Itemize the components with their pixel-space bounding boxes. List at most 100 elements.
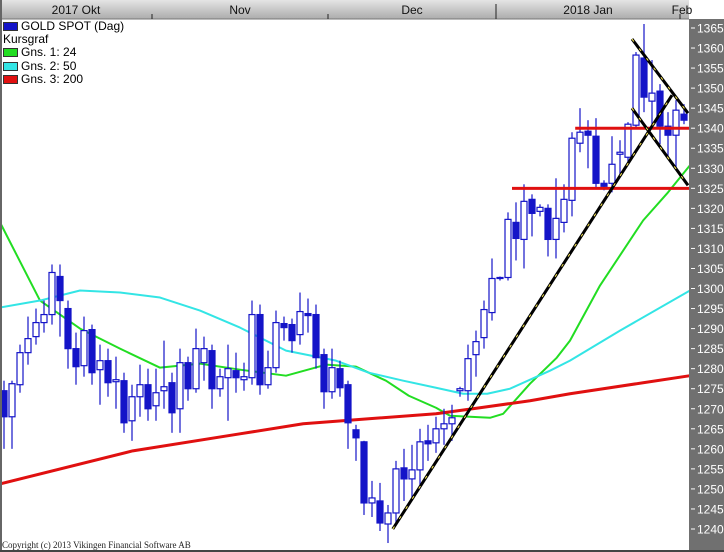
candle-body-up: [272, 321, 280, 369]
candle: [248, 300, 256, 385]
y-tick-label: 1240: [697, 523, 724, 537]
ma-200-line: [0, 374, 691, 486]
candle-body-up: [8, 383, 16, 418]
candle: [464, 344, 472, 401]
candle: [232, 352, 240, 393]
candle: [616, 140, 624, 177]
candle: [512, 202, 520, 261]
candle: [56, 264, 64, 337]
candle: [216, 368, 224, 397]
candle-body-up: [432, 428, 440, 444]
candle: [272, 310, 280, 373]
candle-body-up: [504, 218, 512, 279]
candle: [96, 344, 104, 405]
legend-item-ma200: Gns. 3: 200: [3, 72, 124, 86]
candle-body-down: [56, 275, 64, 302]
y-tick-label: 1295: [697, 302, 724, 316]
y-tick-label: 1360: [697, 42, 724, 56]
candle: [424, 424, 432, 461]
y-tick-label: 1330: [697, 162, 724, 176]
month-axis: 2017 Okt Nov Dec 2018 Jan Feb: [52, 3, 693, 19]
candle-body-up: [40, 313, 48, 324]
candle: [144, 368, 152, 421]
candle-body-down: [88, 329, 96, 374]
ma-24-line: [0, 164, 691, 419]
candle: [168, 372, 176, 433]
legend-item-ma50: Gns. 2: 50: [3, 58, 124, 73]
candle: [24, 316, 32, 365]
candle: [496, 276, 504, 281]
candle-body-up: [536, 206, 544, 212]
candle-body-down: [664, 125, 672, 136]
candle-body-up: [328, 367, 336, 393]
candle-body-up: [416, 441, 424, 471]
candle: [48, 264, 56, 325]
y-tick-label: 1265: [697, 422, 724, 436]
y-tick-label: 1290: [697, 322, 724, 336]
candle-body-down: [592, 135, 600, 184]
candle-body-down: [528, 198, 536, 214]
candle-body-up: [112, 379, 120, 383]
y-tick-label: 1305: [697, 262, 724, 276]
candle-body-down: [288, 323, 296, 342]
candle-body-up: [80, 330, 88, 367]
candle: [400, 448, 408, 501]
y-tick-label: 1300: [697, 282, 724, 296]
candle: [544, 204, 552, 257]
candle-body-up: [408, 469, 416, 480]
month-label: Nov: [229, 3, 250, 17]
candle-body-up: [264, 367, 272, 386]
candle-body-down: [680, 113, 688, 121]
candle: [440, 408, 448, 445]
y-axis-ticks: 1240 1245 1250 1255 1260 1265 1270 1275 1280 1285…: [691, 22, 724, 537]
candle-body-down: [400, 467, 408, 480]
candle-body-up: [48, 271, 56, 316]
candle: [32, 308, 40, 345]
candle: [504, 212, 512, 281]
candle-body-up: [16, 352, 24, 386]
candle: [352, 424, 360, 461]
candle-body-down: [312, 313, 320, 359]
legend-item-ma24: Gns. 1: 24: [3, 46, 124, 59]
candle: [184, 356, 192, 401]
candle-body-up: [568, 137, 576, 201]
candle: [568, 132, 576, 217]
legend-label: GOLD SPOT (Dag): [21, 19, 125, 33]
candle: [280, 316, 288, 341]
candle-body-up: [464, 358, 472, 392]
plot-background: [0, 19, 689, 552]
candle: [152, 368, 160, 421]
candle-body-up: [192, 348, 200, 390]
trend-line-highlight: [392, 94, 673, 530]
candle: [192, 328, 200, 393]
y-tick-label: 1350: [697, 82, 724, 96]
y-tick-label: 1255: [697, 462, 724, 476]
candle-body-down: [72, 348, 80, 368]
candle: [408, 444, 416, 501]
candle-body-up: [472, 341, 480, 356]
candle: [40, 300, 48, 333]
candle: [208, 344, 216, 409]
legend-item-gold-spot: GOLD SPOT (Dag): [3, 19, 125, 33]
moving-averages: [0, 164, 691, 486]
candle-body-up: [176, 362, 184, 410]
y-tick-label: 1285: [697, 342, 724, 356]
legend: GOLD SPOT (Dag) Kursgraf Gns. 1: 24 Gns.…: [3, 19, 125, 86]
candle: [472, 330, 480, 377]
candle-body-up: [248, 313, 256, 379]
candle-body-down: [104, 360, 112, 384]
candle: [16, 344, 24, 393]
candle: [80, 316, 88, 377]
y-tick-label: 1340: [697, 122, 724, 136]
candle: [120, 372, 128, 433]
candle: [648, 60, 656, 129]
candle: [664, 112, 672, 157]
candle: [520, 184, 528, 269]
ma-50-line: [0, 289, 691, 395]
candle-body-up: [96, 360, 104, 371]
candle-body-down: [544, 207, 552, 241]
legend-label: Gns. 2: 50: [21, 58, 77, 73]
candle-body-up: [296, 310, 304, 336]
candle-body-up: [128, 396, 136, 422]
candle: [336, 360, 344, 397]
